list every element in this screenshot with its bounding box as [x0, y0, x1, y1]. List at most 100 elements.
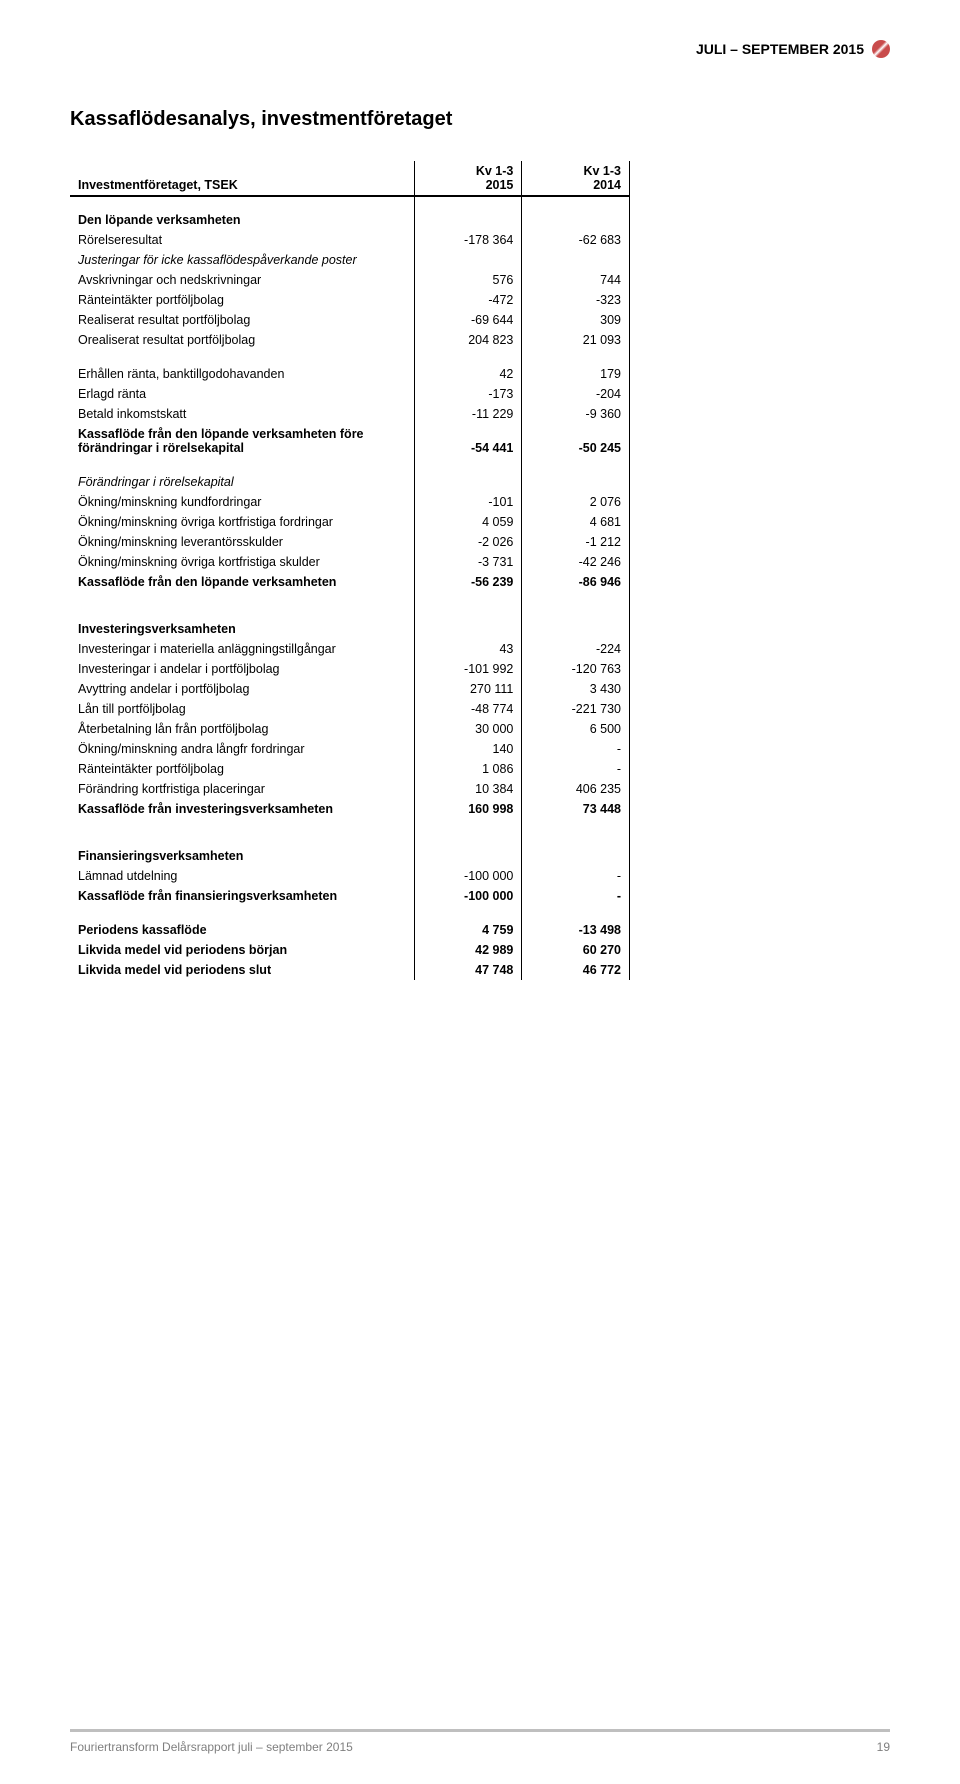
row-label: Ränteintäkter portföljbolag [70, 759, 414, 779]
row-label: Lån till portföljbolag [70, 699, 414, 719]
table-row: Ränteintäkter portföljbolag1 086- [70, 759, 630, 779]
table-row: Förändring kortfristiga placeringar10 38… [70, 779, 630, 799]
row-value-2: 6 500 [522, 719, 630, 739]
row-value-2: 3 430 [522, 679, 630, 699]
row-value-1: 30 000 [414, 719, 522, 739]
table-row: Återbetalning lån från portföljbolag30 0… [70, 719, 630, 739]
row-label: Betald inkomstskatt [70, 404, 414, 424]
row-label: Kassaflöde från finansieringsverksamhete… [70, 886, 414, 906]
row-value-1: -3 731 [414, 552, 522, 572]
col2-header: Kv 1-3 2014 [522, 161, 630, 196]
row-value-1: 140 [414, 739, 522, 759]
row-value-2: -42 246 [522, 552, 630, 572]
section-heading: Finansieringsverksamheten [70, 833, 414, 866]
table-row: Ökning/minskning övriga kortfristiga for… [70, 512, 630, 532]
row-value-2: -120 763 [522, 659, 630, 679]
row-value-1: 42 989 [414, 940, 522, 960]
row-label: Avskrivningar och nedskrivningar [70, 270, 414, 290]
row-value-1: -69 644 [414, 310, 522, 330]
table-row: Ökning/minskning leverantörsskulder-2 02… [70, 532, 630, 552]
row-value-1: 4 059 [414, 512, 522, 532]
row-label: Realiserat resultat portföljbolag [70, 310, 414, 330]
row-label: Återbetalning lån från portföljbolag [70, 719, 414, 739]
table-row: Realiserat resultat portföljbolag-69 644… [70, 310, 630, 330]
row-label: Ränteintäkter portföljbolag [70, 290, 414, 310]
row-value-1: 43 [414, 639, 522, 659]
row-value-2: -224 [522, 639, 630, 659]
table-row: Erlagd ränta-173-204 [70, 384, 630, 404]
section-heading: Investeringsverksamheten [70, 606, 414, 639]
row-label: Kassaflöde från den löpande verksamheten [70, 572, 414, 592]
row-value-1: -48 774 [414, 699, 522, 719]
row-value-2: 60 270 [522, 940, 630, 960]
logo-icon [872, 40, 890, 58]
row-value-2: 46 772 [522, 960, 630, 980]
row-value-2: 309 [522, 310, 630, 330]
table-row: Erhållen ränta, banktillgodohavanden4217… [70, 364, 630, 384]
row-label: Investeringar i andelar i portföljbolag [70, 659, 414, 679]
row-label: Ökning/minskning övriga kortfristiga sku… [70, 552, 414, 572]
table-row: Periodens kassaflöde4 759-13 498 [70, 920, 630, 940]
row-value-2: 21 093 [522, 330, 630, 350]
row-value-2: -1 212 [522, 532, 630, 552]
table-row: Ökning/minskning övriga kortfristiga sku… [70, 552, 630, 572]
section-heading: Den löpande verksamheten [70, 196, 414, 230]
row-value-2 [522, 250, 630, 270]
row-value-1: 47 748 [414, 960, 522, 980]
table-row: Avskrivningar och nedskrivningar576744 [70, 270, 630, 290]
table-row: Betald inkomstskatt-11 229-9 360 [70, 404, 630, 424]
row-label: Kassaflöde från den löpande verksamheten… [70, 424, 414, 458]
row-value-2: -9 360 [522, 404, 630, 424]
row-value-2: 406 235 [522, 779, 630, 799]
row-value-1: -2 026 [414, 532, 522, 552]
row-label: Förändring kortfristiga placeringar [70, 779, 414, 799]
table-row: Investeringar i andelar i portföljbolag -… [70, 659, 630, 679]
row-label: Ökning/minskning kundfordringar [70, 492, 414, 512]
row-label: Förändringar i rörelsekapital [70, 472, 414, 492]
row-label: Periodens kassaflöde [70, 920, 414, 940]
row-label: Justeringar för icke kassaflödespåverkan… [70, 250, 414, 270]
col1-header: Kv 1-3 2015 [414, 161, 522, 196]
col1-top: Kv 1-3 [476, 164, 514, 178]
row-value-2: -221 730 [522, 699, 630, 719]
row-value-1: -100 000 [414, 886, 522, 906]
col2-bot: 2014 [593, 178, 621, 192]
row-value-1: 4 759 [414, 920, 522, 940]
cashflow-table: Investmentföretaget, TSEK Kv 1-3 2015 Kv… [70, 161, 630, 980]
row-value-2: - [522, 759, 630, 779]
footer-page-number: 19 [877, 1740, 890, 1754]
row-value-1: 204 823 [414, 330, 522, 350]
row-label: Erlagd ränta [70, 384, 414, 404]
row-value-2: -204 [522, 384, 630, 404]
row-value-1: 42 [414, 364, 522, 384]
row-label: Likvida medel vid periodens slut [70, 960, 414, 980]
row-value-1: 270 111 [414, 679, 522, 699]
table-row: Kassaflöde från den löpande verksamheten… [70, 424, 630, 458]
row-value-2: - [522, 886, 630, 906]
table-row: Kassaflöde från den löpande verksamheten… [70, 572, 630, 592]
row-label: Orealiserat resultat portföljbolag [70, 330, 414, 350]
row-label: Ökning/minskning andra långfr fordringar [70, 739, 414, 759]
row-label: Investeringar i materiella anläggningsti… [70, 639, 414, 659]
table-row: Kassaflöde från investeringsverksamheten… [70, 799, 630, 819]
row-label: Ökning/minskning leverantörsskulder [70, 532, 414, 552]
row-value-2: 2 076 [522, 492, 630, 512]
table-row: Justeringar för icke kassaflödespåverkan… [70, 250, 630, 270]
table-row: Ränteintäkter portföljbolag-472-323 [70, 290, 630, 310]
row-label: Rörelseresultat [70, 230, 414, 250]
row-value-1: 10 384 [414, 779, 522, 799]
table-row: Likvida medel vid periodens slut47 74846… [70, 960, 630, 980]
row-value-2: 744 [522, 270, 630, 290]
col1-bot: 2015 [486, 178, 514, 192]
row-value-1: -56 239 [414, 572, 522, 592]
row-value-2: 4 681 [522, 512, 630, 532]
table-row: Ökning/minskning andra långfr fordringar… [70, 739, 630, 759]
row-value-1: 160 998 [414, 799, 522, 819]
row-label: Likvida medel vid periodens början [70, 940, 414, 960]
row-label: Avyttring andelar i portföljbolag [70, 679, 414, 699]
col2-top: Kv 1-3 [583, 164, 621, 178]
table-row: Förändringar i rörelsekapital [70, 472, 630, 492]
row-value-1: -11 229 [414, 404, 522, 424]
row-value-2: - [522, 866, 630, 886]
table-row: Rörelseresultat-178 364-62 683 [70, 230, 630, 250]
